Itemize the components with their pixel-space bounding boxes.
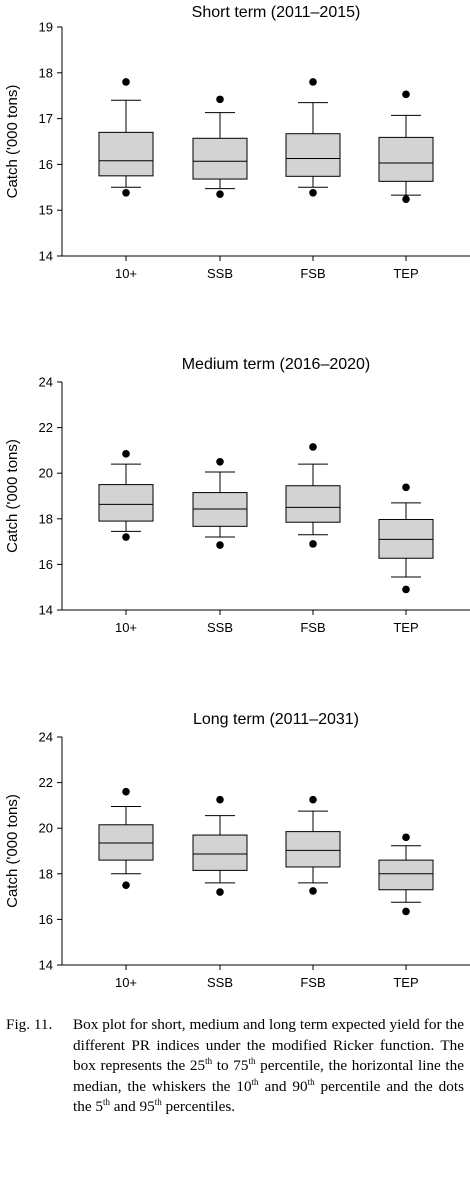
- p95-dot: [216, 95, 224, 104]
- p5-dot: [216, 888, 224, 896]
- p5-dot: [122, 188, 130, 197]
- x-tick-label: SSB: [207, 975, 233, 990]
- box-TEP: [378, 483, 434, 594]
- y-tick-label: 18: [39, 65, 53, 80]
- p95-dot: [402, 90, 410, 99]
- y-axis-label: Catch ('000 tons): [4, 439, 21, 553]
- p5-dot: [122, 881, 130, 889]
- p95-dot: [402, 833, 410, 842]
- x-tick-label: 10+: [115, 266, 137, 281]
- p95-dot: [122, 78, 130, 86]
- y-tick-label: 14: [39, 249, 53, 264]
- box-SSB: [192, 458, 248, 549]
- p5-dot: [309, 540, 317, 548]
- iqr-box: [98, 484, 154, 522]
- y-tick-label: 24: [39, 375, 53, 390]
- chart-title: Medium term (2016–2020): [182, 356, 371, 373]
- p95-dot: [122, 787, 130, 796]
- y-tick-label: 16: [39, 912, 53, 927]
- y-tick-label: 24: [39, 730, 53, 745]
- box-FSB: [285, 795, 341, 895]
- box-plot-figure: Short term (2011–2015) Catch ('000 tons) 1…: [4, 4, 470, 990]
- p5-dot: [216, 190, 224, 198]
- x-tick-label: TEP: [393, 620, 418, 635]
- iqr-box: [192, 137, 248, 180]
- x-tick-label: TEP: [393, 975, 418, 990]
- x-tick-label: FSB: [300, 975, 325, 990]
- y-tick-label: 15: [39, 203, 53, 218]
- iqr-box: [98, 131, 154, 177]
- chart-panel-2: Medium term (2016–2020) Catch ('000 tons)…: [4, 356, 470, 635]
- box-SSB: [192, 95, 248, 198]
- x-tick-label: FSB: [300, 266, 325, 281]
- iqr-box: [192, 834, 248, 871]
- y-tick-label: 16: [39, 557, 53, 572]
- box-TEP: [378, 833, 434, 916]
- box-FSB: [285, 443, 341, 548]
- iqr-box: [285, 133, 341, 177]
- caption-text: Box plot for short, medium and long term…: [73, 1016, 464, 1115]
- chart-title: Short term (2011–2015): [192, 4, 361, 21]
- p95-dot: [216, 458, 224, 466]
- iqr-box: [378, 859, 434, 891]
- y-tick-label: 14: [39, 958, 53, 973]
- y-tick-label: 17: [39, 111, 53, 126]
- y-tick-label: 18: [39, 866, 53, 881]
- y-tick-label: 18: [39, 511, 53, 526]
- y-tick-label: 22: [39, 775, 53, 790]
- chart-title: Long term (2011–2031): [193, 711, 359, 728]
- p95-dot: [309, 443, 317, 451]
- y-axis-label: Catch ('000 tons): [4, 85, 21, 199]
- iqr-box: [378, 136, 434, 182]
- box-10+: [98, 787, 154, 889]
- y-tick-label: 22: [39, 420, 53, 435]
- p5-dot: [216, 541, 224, 549]
- x-tick-label: SSB: [207, 620, 233, 635]
- p95-dot: [216, 795, 224, 804]
- box-SSB: [192, 795, 248, 896]
- y-tick-label: 19: [39, 20, 53, 35]
- p5-dot: [309, 887, 317, 895]
- p95-dot: [309, 78, 317, 86]
- p95-dot: [402, 483, 410, 492]
- box-10+: [98, 450, 154, 541]
- y-tick-label: 14: [39, 603, 53, 618]
- figure-caption: Fig. 11. Box plot for short, medium and …: [6, 1015, 464, 1118]
- p5-dot: [402, 907, 410, 916]
- iqr-box: [98, 824, 154, 861]
- y-tick-label: 16: [39, 157, 53, 172]
- chart-panel-1: Short term (2011–2015) Catch ('000 tons) 1…: [4, 4, 470, 281]
- iqr-box: [285, 831, 341, 868]
- x-tick-label: TEP: [393, 266, 418, 281]
- chart-panel-3: Long term (2011–2031) Catch ('000 tons) 14…: [4, 711, 470, 990]
- y-tick-label: 20: [39, 821, 53, 836]
- p5-dot: [122, 533, 130, 541]
- p95-dot: [122, 450, 130, 458]
- y-tick-label: 20: [39, 466, 53, 481]
- x-tick-label: 10+: [115, 620, 137, 635]
- p95-dot: [309, 795, 317, 804]
- box-TEP: [378, 90, 434, 204]
- p5-dot: [309, 188, 317, 197]
- x-tick-label: SSB: [207, 266, 233, 281]
- p5-dot: [402, 195, 410, 204]
- box-10+: [98, 78, 154, 197]
- box-FSB: [285, 78, 341, 197]
- x-tick-label: 10+: [115, 975, 137, 990]
- y-axis-label: Catch ('000 tons): [4, 794, 21, 908]
- caption-label: Fig. 11.: [6, 1016, 53, 1033]
- iqr-box: [285, 485, 341, 523]
- x-tick-label: FSB: [300, 620, 325, 635]
- p5-dot: [402, 585, 410, 594]
